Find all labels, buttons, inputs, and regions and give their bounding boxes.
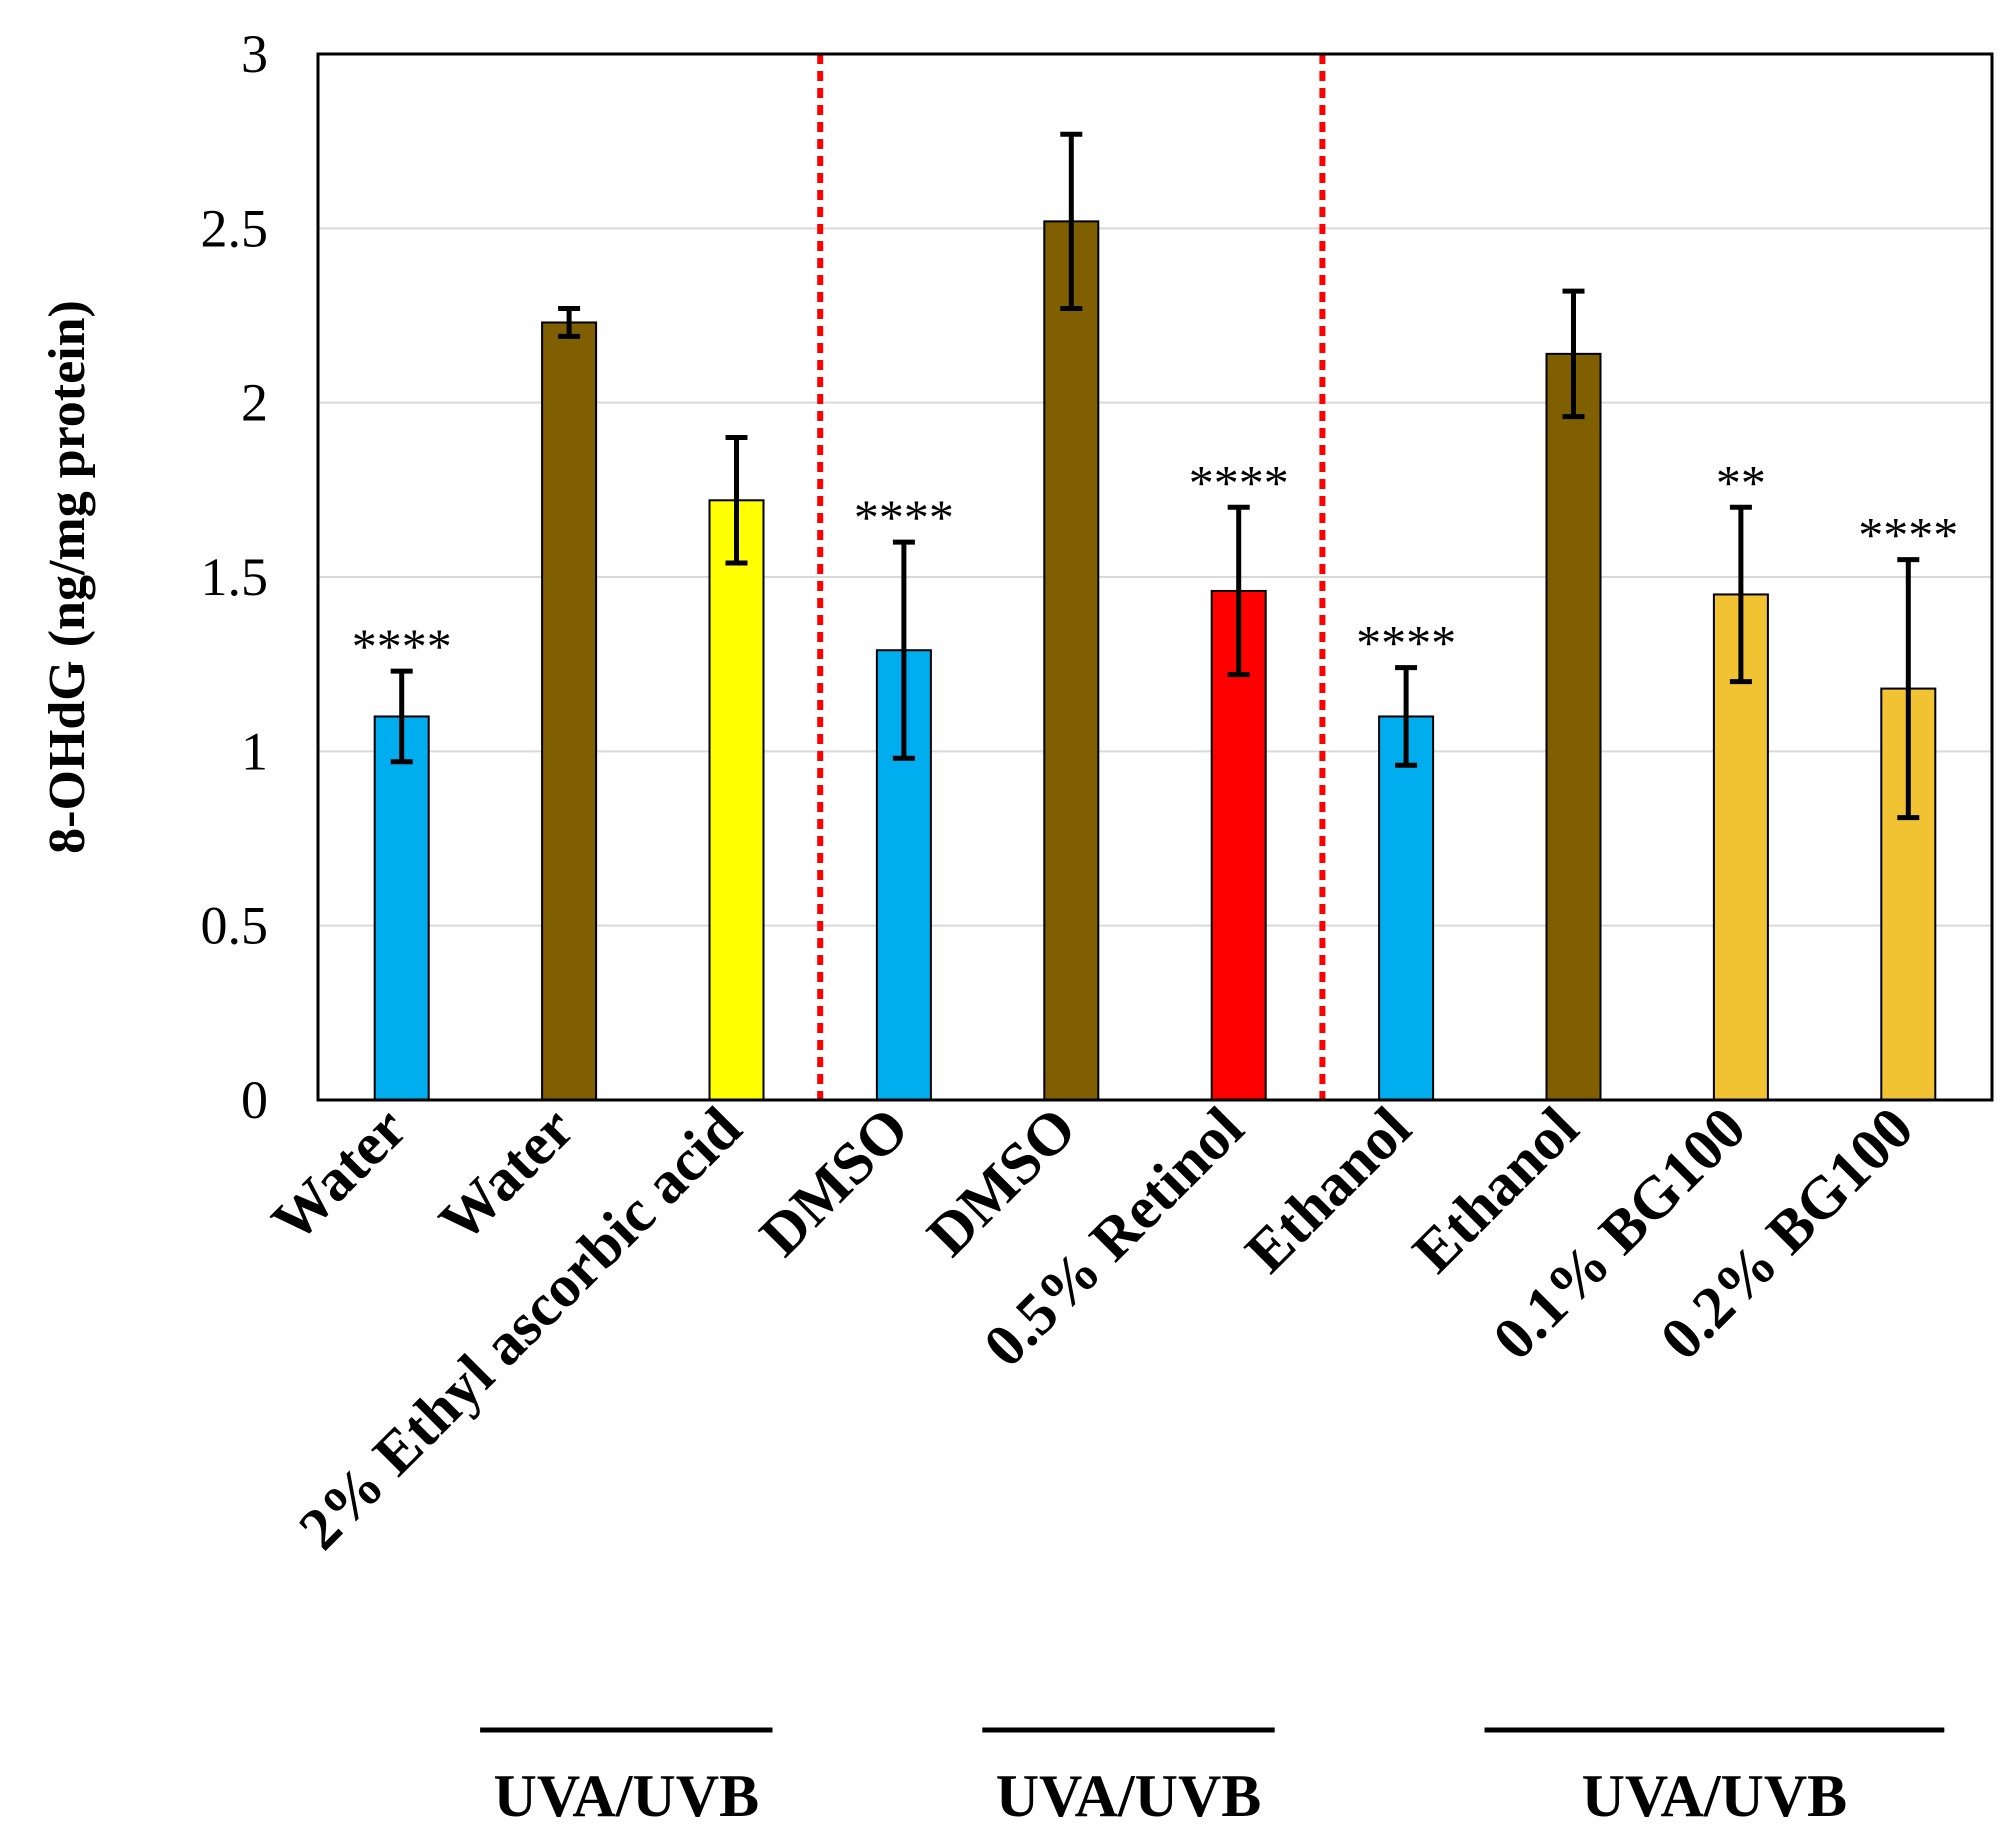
y-tick-label: 3 <box>241 24 268 84</box>
bar-8 <box>1545 352 1602 1101</box>
treatment-groups: UVA/UVB UVA/UVB UVA/UVB <box>480 1727 1945 1829</box>
bar-5 <box>1043 220 1100 1102</box>
treatment-group-2: UVA/UVB <box>982 1727 1275 1829</box>
bar-7 <box>1378 715 1435 1101</box>
significance-labels: ********************** <box>352 454 1959 674</box>
y-tick-label: 2.5 <box>201 198 269 258</box>
category-label: Water <box>427 1095 587 1255</box>
error-bar-6 <box>1227 504 1250 678</box>
error-bars <box>390 131 1920 821</box>
treatment-group-label: UVA/UVB <box>996 1763 1262 1829</box>
significance-label: **** <box>854 489 954 545</box>
category-label: Water <box>259 1095 419 1255</box>
significance-label: **** <box>1858 507 1958 563</box>
bar-2 <box>541 321 598 1101</box>
error-bar-9 <box>1729 504 1752 685</box>
y-tick-label: 0 <box>241 1070 268 1130</box>
significance-label: **** <box>1356 615 1456 671</box>
y-tick-label: 2 <box>241 373 268 433</box>
error-bar-4 <box>892 539 915 761</box>
y-tick-label: 1 <box>241 721 268 781</box>
significance-label: **** <box>1189 454 1289 510</box>
treatment-group-label: UVA/UVB <box>493 1763 759 1829</box>
category-label: Ethanol <box>1233 1095 1424 1286</box>
y-tick-labels: 0 0.5 1 1.5 2 2.5 3 <box>201 24 269 1130</box>
error-bar-3 <box>725 435 748 566</box>
error-bar-1 <box>390 668 413 765</box>
plot-area-frame <box>316 52 1994 1102</box>
bar-1 <box>373 715 430 1101</box>
significance-label: ** <box>1716 454 1766 510</box>
y-tick-label: 1.5 <box>201 547 269 607</box>
treatment-group-label: UVA/UVB <box>1582 1763 1848 1829</box>
y-tick-label: 0.5 <box>201 896 269 956</box>
error-bar-7 <box>1395 665 1418 768</box>
bars <box>373 220 1937 1102</box>
y-axis-label: 8-OHdG (ng/mg protein) <box>39 300 96 854</box>
category-label: DMSO <box>747 1095 921 1269</box>
error-bar-8 <box>1562 288 1585 420</box>
error-bar-10 <box>1897 557 1920 821</box>
treatment-group-3: UVA/UVB <box>1484 1727 1945 1829</box>
error-bar-2 <box>558 306 581 339</box>
group-dividers <box>817 54 1326 1100</box>
treatment-group-1: UVA/UVB <box>480 1727 773 1829</box>
bar-3 <box>708 499 765 1101</box>
error-bar-5 <box>1060 131 1083 312</box>
significance-label: **** <box>352 618 452 674</box>
